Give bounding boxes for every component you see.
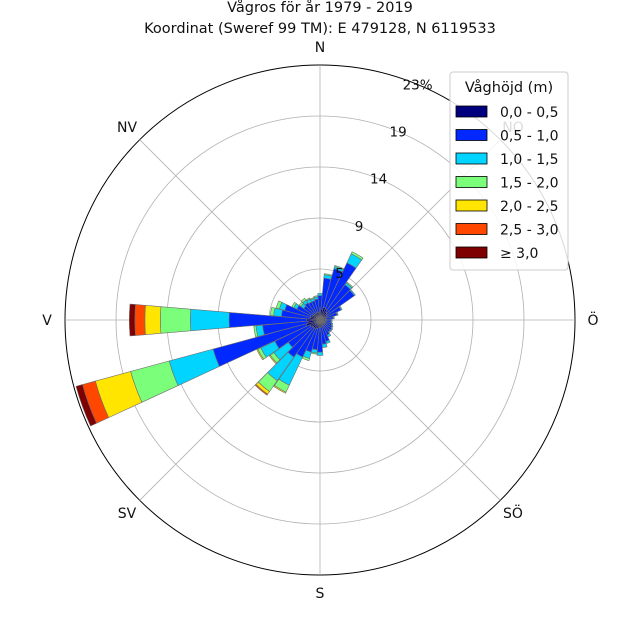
legend-swatch (455, 129, 488, 141)
rose-bar-segment (338, 305, 343, 311)
rose-bar-segment (316, 351, 324, 356)
rose-bar-segment (350, 251, 364, 261)
rose-bar-segment (317, 293, 323, 297)
rose-bar-segment (144, 305, 162, 335)
rose-bar-segment (168, 348, 220, 386)
legend-swatch (455, 176, 488, 188)
legend-swatch (455, 152, 488, 165)
radial-tick-label: 14 (370, 172, 387, 188)
rose-bar-segment (160, 306, 192, 334)
legend-swatch (455, 105, 488, 118)
direction-label: Ö (587, 311, 598, 329)
rose-bar-segment (349, 289, 356, 297)
rose-bars (75, 251, 364, 427)
rose-bar-segment (256, 348, 264, 361)
legend-label: ≥ 3,0 (500, 246, 538, 262)
rose-bar-segment (275, 300, 283, 310)
rose-bar-segment (291, 301, 297, 309)
legend: Våghöjd (m) 0,0 - 0,5 0,5 - 1,0 1,0 - 1,5 1,… (449, 71, 569, 271)
rose-bar-segment (273, 385, 287, 394)
radial-tick-label: 23% (403, 77, 433, 93)
rose-bar-segment (129, 303, 136, 337)
rose-bar-segment (313, 295, 319, 298)
rose-bar-segment (335, 311, 339, 316)
radial-tick-label: 5 (335, 266, 344, 282)
legend-swatch (455, 223, 488, 235)
rose-bar-segment (330, 318, 333, 322)
direction-label: V (42, 313, 52, 329)
legend-label: 1,5 - 2,0 (500, 176, 558, 192)
legend-label: 2,5 - 3,0 (500, 223, 558, 239)
legend-swatch (455, 246, 488, 259)
rose-bar-segment (332, 315, 335, 320)
radial-tick-labels: 5 9 14 19 23% (335, 77, 433, 282)
legend-label: 2,0 - 2,5 (500, 199, 558, 215)
rose-bar-segment (254, 384, 269, 396)
chart-title-line2: Koordinat (Sweref 99 TM): E 479128, N 61… (144, 21, 496, 37)
legend-label: 0,5 - 1,0 (500, 129, 558, 145)
rose-bar-segment (253, 325, 259, 338)
grid-spoke (139, 139, 321, 321)
rose-bar-segment (321, 343, 328, 348)
legend-swatch (455, 199, 488, 212)
rose-bar-segment (300, 297, 307, 304)
rose-bar-segment (345, 281, 354, 289)
rose-bar-segment (334, 265, 345, 271)
radial-tick-label: 9 (355, 219, 364, 235)
legend-frame (449, 71, 569, 271)
rose-bar-segment (268, 354, 278, 365)
direction-label: SV (118, 506, 137, 522)
rose-bar-segment (75, 384, 97, 427)
chart-title-line1: Vågros för år 1979 - 2019 (227, 0, 413, 16)
direction-label: SÖ (503, 504, 523, 522)
direction-label: S (316, 586, 325, 602)
legend-title: Våghöjd (m) (465, 79, 553, 96)
legend-label: 1,0 - 1,5 (500, 152, 558, 168)
direction-label: NV (117, 120, 137, 136)
direction-label: N (315, 40, 325, 56)
polar-grid (64, 64, 576, 576)
rose-bar-segment (189, 308, 230, 332)
grid-spoke (319, 319, 501, 501)
radial-tick-label: 19 (390, 125, 407, 141)
rose-bar-segment (269, 306, 276, 317)
rose-bar-segment (323, 273, 333, 277)
legend-label: 0,0 - 0,5 (500, 105, 558, 121)
rose-bar-segment (134, 304, 146, 336)
rose-bar-segment (305, 297, 311, 302)
